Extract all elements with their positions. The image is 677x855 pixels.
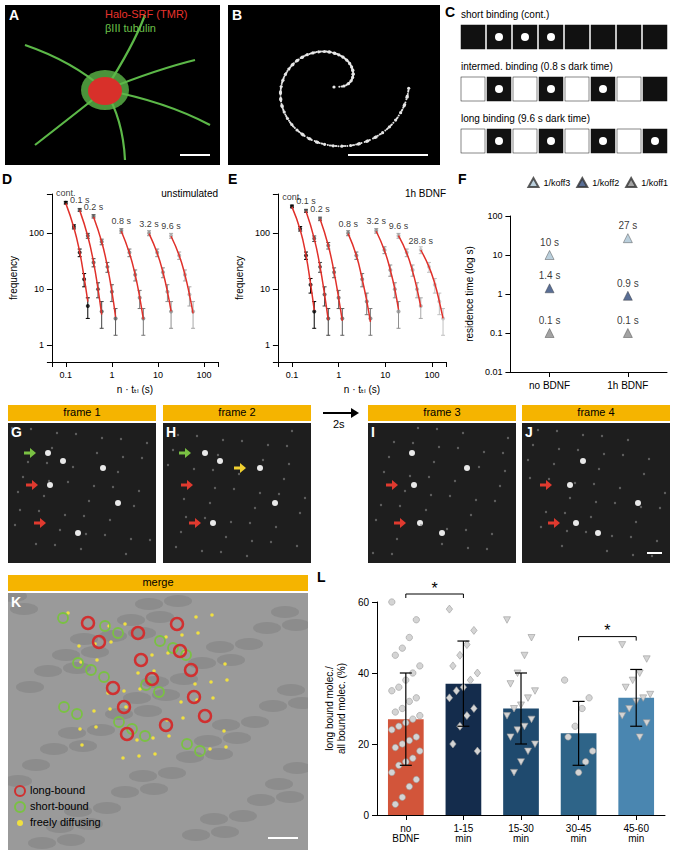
svg-text:100: 100 bbox=[197, 370, 212, 380]
svg-text:40: 40 bbox=[358, 668, 370, 679]
svg-text:0: 0 bbox=[363, 810, 369, 821]
svg-text:1: 1 bbox=[336, 370, 341, 380]
svg-text:0.2 s: 0.2 s bbox=[310, 204, 330, 214]
svg-text:min: min bbox=[455, 833, 471, 844]
svg-text:10: 10 bbox=[153, 370, 163, 380]
html-text:short-bound: short-bound bbox=[30, 800, 89, 812]
svg-text:0.8 s: 0.8 s bbox=[112, 216, 132, 226]
html-text:long-bound: long-bound bbox=[30, 784, 86, 796]
svg-text:1: 1 bbox=[39, 340, 44, 350]
svg-text:BDNF: BDNF bbox=[392, 833, 419, 844]
svg-text:cont.: cont. bbox=[282, 191, 302, 202]
svg-text:1: 1 bbox=[109, 370, 114, 380]
svg-text:100: 100 bbox=[487, 211, 502, 221]
svg-text:20: 20 bbox=[358, 739, 370, 750]
html-text:B: B bbox=[232, 7, 243, 23]
svg-text:E: E bbox=[228, 171, 237, 187]
svg-text:1.4 s: 1.4 s bbox=[539, 270, 561, 281]
svg-text:100: 100 bbox=[29, 228, 44, 238]
svg-text:0.1 s: 0.1 s bbox=[539, 315, 561, 326]
svg-text:min: min bbox=[571, 833, 587, 844]
svg-text:60: 60 bbox=[358, 597, 370, 608]
html-text:A: A bbox=[9, 7, 20, 23]
svg-text:0.1: 0.1 bbox=[60, 370, 73, 380]
svg-text:9.6 s: 9.6 s bbox=[389, 221, 409, 231]
svg-text:1/koff1: 1/koff1 bbox=[641, 178, 668, 188]
html-text:2s: 2s bbox=[333, 418, 345, 430]
svg-text:0.2 s: 0.2 s bbox=[84, 202, 104, 212]
svg-text:D: D bbox=[2, 171, 12, 187]
svg-text:30-45: 30-45 bbox=[565, 822, 592, 834]
html-text:long binding (9.6 s dark time): long binding (9.6 s dark time) bbox=[461, 113, 590, 124]
svg-text:10: 10 bbox=[380, 370, 390, 380]
html-text:C short binding (cont.): C short binding (cont.) bbox=[445, 4, 550, 20]
svg-text:no BDNF: no BDNF bbox=[529, 380, 570, 391]
svg-text:3.2 s: 3.2 s bbox=[139, 219, 159, 229]
svg-text:min: min bbox=[628, 833, 644, 844]
svg-text:100: 100 bbox=[424, 370, 439, 380]
html-text:G: G bbox=[11, 424, 22, 440]
svg-text:all bound molec. (%): all bound molec. (%) bbox=[336, 663, 347, 754]
html-text:H: H bbox=[166, 424, 177, 440]
svg-text:cont.: cont. bbox=[56, 188, 76, 199]
svg-text:1-15: 1-15 bbox=[453, 822, 474, 834]
html-text:frame 4: frame 4 bbox=[577, 406, 615, 418]
svg-text:45-60: 45-60 bbox=[623, 822, 649, 834]
svg-text:100: 100 bbox=[255, 228, 270, 238]
svg-text:3.2 s: 3.2 s bbox=[366, 216, 386, 226]
svg-text:0.1 s: 0.1 s bbox=[296, 196, 316, 207]
svg-text:0.8 s: 0.8 s bbox=[338, 219, 358, 229]
svg-text:*: * bbox=[432, 580, 438, 597]
svg-text:0.1 s: 0.1 s bbox=[617, 315, 639, 326]
svg-text:0.1: 0.1 bbox=[286, 370, 299, 380]
html-text:frame 2: frame 2 bbox=[218, 406, 256, 418]
svg-text:L: L bbox=[317, 569, 326, 585]
svg-text:1: 1 bbox=[265, 340, 270, 350]
svg-text:0.01: 0.01 bbox=[485, 367, 503, 377]
svg-text:1/koff2: 1/koff2 bbox=[592, 178, 619, 188]
svg-text:1h BDNF: 1h BDNF bbox=[405, 188, 446, 199]
html-text:I: I bbox=[371, 424, 375, 440]
svg-text:min: min bbox=[513, 833, 529, 844]
html-text:frame 3: frame 3 bbox=[423, 406, 461, 418]
svg-text:27 s: 27 s bbox=[618, 220, 637, 231]
html-text:freely diffusing: freely diffusing bbox=[30, 816, 101, 828]
svg-text:10: 10 bbox=[492, 250, 502, 260]
svg-text:1h BDNF: 1h BDNF bbox=[607, 380, 648, 391]
svg-text:0.1: 0.1 bbox=[490, 328, 503, 338]
svg-text:9.6 s: 9.6 s bbox=[161, 221, 181, 231]
html-text:intermed. binding (0.8 s dark: intermed. binding (0.8 s dark time) bbox=[461, 61, 613, 72]
svg-text:0.1 s: 0.1 s bbox=[69, 195, 90, 206]
svg-text:10 s: 10 s bbox=[540, 237, 559, 248]
html-text:βIII tubulin: βIII tubulin bbox=[105, 22, 156, 34]
svg-text:n · tₜₗ (s): n · tₜₗ (s) bbox=[117, 384, 153, 395]
svg-text:n · tₜₗ (s): n · tₜₗ (s) bbox=[344, 384, 380, 395]
html-text:Halo-SRF (TMR): Halo-SRF (TMR) bbox=[105, 8, 188, 20]
svg-text:1: 1 bbox=[497, 289, 502, 299]
svg-text:frequency: frequency bbox=[8, 256, 19, 300]
svg-text:*: * bbox=[604, 622, 610, 639]
svg-text:no: no bbox=[400, 822, 412, 834]
svg-text:10: 10 bbox=[34, 284, 44, 294]
svg-text:unstimulated: unstimulated bbox=[161, 188, 218, 199]
svg-text:1/koff3: 1/koff3 bbox=[543, 178, 570, 188]
svg-text:long bound molec./: long bound molec./ bbox=[324, 666, 335, 751]
svg-text:28.8 s: 28.8 s bbox=[409, 236, 434, 246]
svg-text:0.9 s: 0.9 s bbox=[617, 278, 639, 289]
svg-text:residence time (log s): residence time (log s) bbox=[464, 246, 475, 342]
svg-text:15-30: 15-30 bbox=[508, 822, 534, 834]
html-text:merge: merge bbox=[142, 576, 174, 588]
svg-text:frequency: frequency bbox=[234, 256, 245, 300]
svg-text:10: 10 bbox=[260, 284, 270, 294]
html-text:frame 1: frame 1 bbox=[63, 406, 101, 418]
svg-text:F: F bbox=[458, 171, 467, 187]
html-text:J: J bbox=[525, 424, 533, 440]
html-text:K: K bbox=[11, 594, 22, 610]
